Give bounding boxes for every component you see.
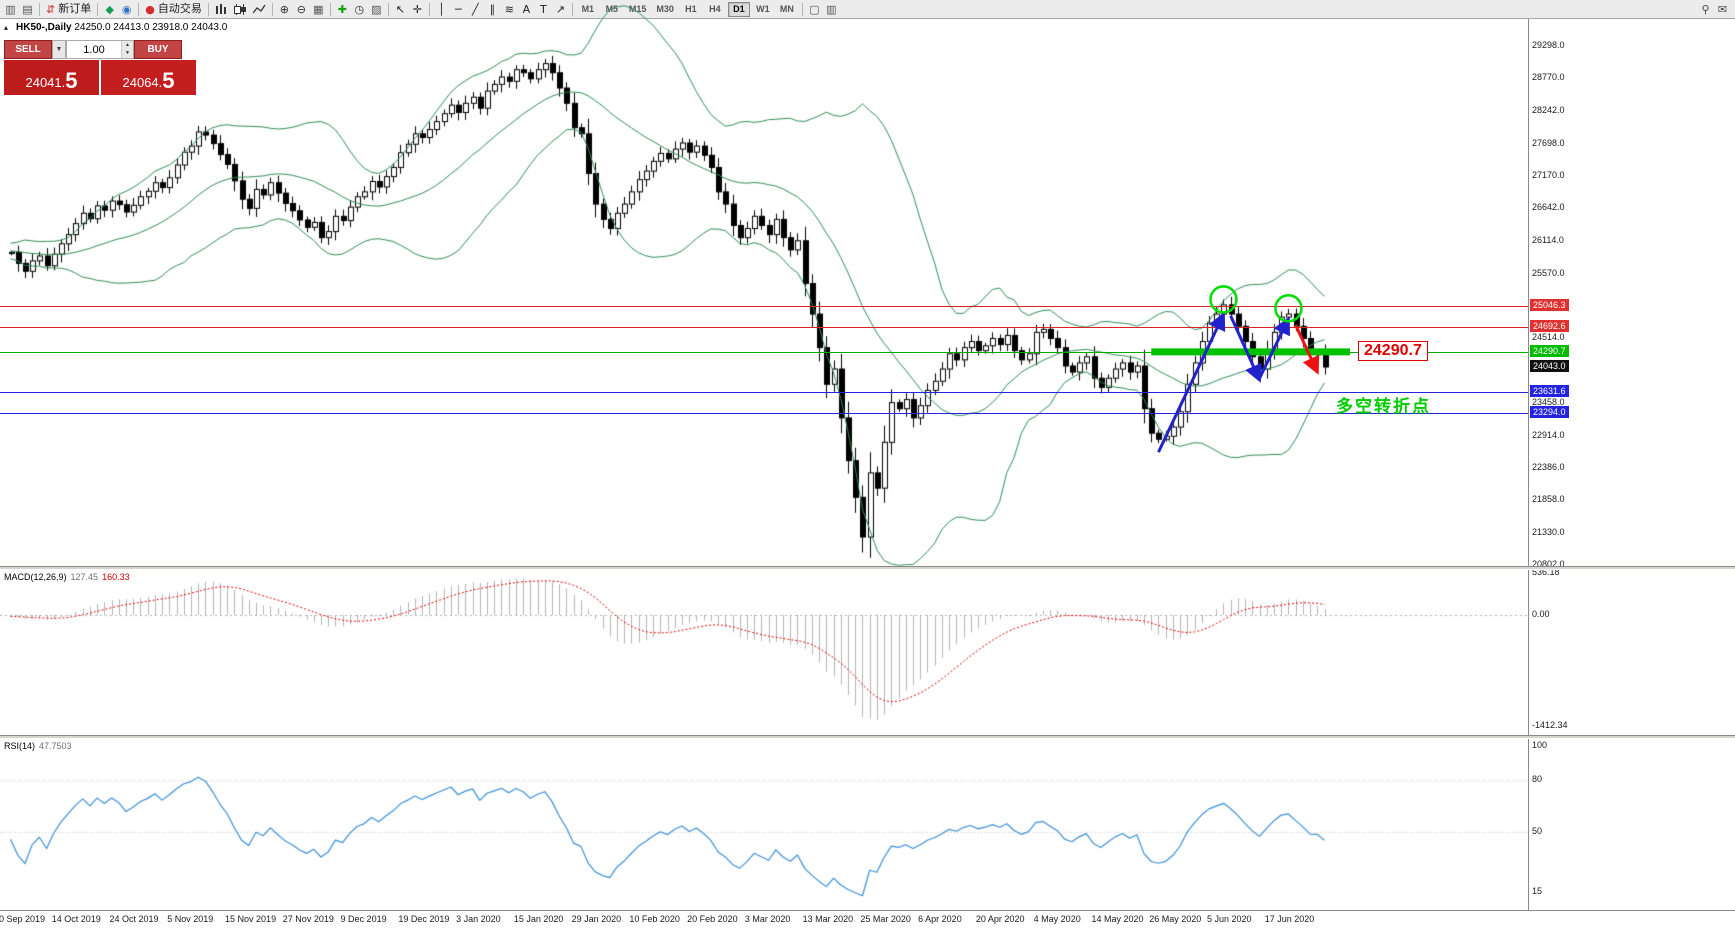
- panel-separator[interactable]: [0, 566, 1735, 570]
- date-axis-label: 3 Mar 2020: [744, 914, 791, 924]
- rsi-label: RSI(14) 47.7503: [4, 741, 72, 751]
- rsi-axis-label: 100: [1532, 740, 1548, 750]
- price-axis-tag: 24290.7: [1530, 344, 1569, 357]
- date-axis-label: 27 Nov 2019: [282, 914, 334, 924]
- buy-price-small: 24064.: [122, 75, 163, 90]
- date-axis-label: 9 Dec 2019: [340, 914, 387, 924]
- rsi-axis-label: 15: [1532, 886, 1543, 897]
- volume-down-icon[interactable]: ▼: [122, 49, 133, 58]
- price-axis-tag: 24043.0: [1530, 360, 1569, 372]
- buy-price-big: 5: [162, 68, 175, 93]
- volume-dropdown-icon[interactable]: ▼: [52, 40, 66, 59]
- date-axis-label: 17 Jun 2020: [1264, 914, 1315, 924]
- date-axis-label: 20 Apr 2020: [975, 914, 1025, 924]
- chart-ohlc-label: 24250.0 24413.0 23918.0 24043.0: [74, 22, 228, 33]
- volume-up-icon[interactable]: ▲: [122, 41, 133, 50]
- pivot-line-24290[interactable]: [0, 352, 1528, 353]
- sell-price-small: 24041.: [25, 75, 66, 90]
- price-callout[interactable]: 24290.7: [1358, 341, 1428, 361]
- macd-axis-label: -1412.34: [1532, 720, 1568, 730]
- date-axis-label: 5 Nov 2019: [167, 914, 214, 924]
- date-axis-label: 14 Oct 2019: [51, 914, 101, 924]
- date-axis-label: 25 Mar 2020: [860, 914, 911, 924]
- price-axis-label: 29298.0: [1532, 40, 1565, 50]
- price-axis-label: 24514.0: [1532, 332, 1565, 343]
- rsi-axis-label: 80: [1532, 774, 1543, 785]
- date-axis-label: 5 Jun 2020: [1206, 914, 1252, 924]
- price-axis-label: 26642.0: [1532, 202, 1565, 213]
- chart-symbol-label: HK50-,Daily: [16, 22, 72, 33]
- price-axis-label: 28770.0: [1532, 72, 1565, 83]
- date-axis-label: 15 Jan 2020: [513, 914, 564, 924]
- date-axis-label: 30 Sep 2019: [0, 914, 46, 924]
- price-axis-tag: 23294.0: [1530, 405, 1569, 418]
- price-axis-tag: 25046.3: [1530, 298, 1569, 311]
- price-axis-tag: 23631.6: [1530, 385, 1569, 398]
- price-axis-label: 27698.0: [1532, 137, 1565, 148]
- date-axis-label: 29 Jan 2020: [571, 914, 622, 924]
- price-axis-label: 21330.0: [1532, 526, 1565, 537]
- support-line-23294[interactable]: [0, 413, 1528, 414]
- macd-axis-label: 536.18: [1532, 566, 1560, 577]
- one-click-collapse-icon[interactable]: ▴: [4, 23, 9, 32]
- date-axis-label: 14 May 2020: [1091, 914, 1144, 924]
- sell-button[interactable]: SELL: [4, 40, 52, 59]
- buy-price[interactable]: 24064. 5: [101, 60, 196, 95]
- sell-price[interactable]: 24041. 5: [4, 60, 99, 95]
- volume-input[interactable]: [67, 41, 121, 58]
- date-axis-label: 4 May 2020: [1033, 914, 1081, 924]
- volume-stepper: ▲ ▼: [121, 41, 133, 58]
- macd-main-value: 127.45: [70, 572, 99, 582]
- price-axis-label: 22386.0: [1532, 462, 1565, 473]
- chart-title: HK50-,Daily 24250.0 24413.0 23918.0 2404…: [16, 22, 227, 33]
- macd-label: MACD(12,26,9) 127.45 160.33: [4, 572, 130, 582]
- price-axis-label: 20802.0: [1532, 559, 1565, 569]
- resistance-line-24692[interactable]: [0, 327, 1528, 328]
- price-axis-tag: 24692.6: [1530, 320, 1569, 333]
- price-axis-border: [1528, 19, 1529, 911]
- one-click-trading-widget: SELL ▼ ▲ ▼ BUY 24041. 5 24064. 5: [4, 40, 200, 95]
- price-axis-label: 28242.0: [1532, 104, 1565, 115]
- price-axis-label: 22914.0: [1532, 429, 1565, 440]
- date-axis-label: 26 May 2020: [1149, 914, 1202, 924]
- date-axis-label: 24 Oct 2019: [109, 914, 159, 924]
- volume-field: ▲ ▼: [66, 40, 134, 59]
- macd-axis-label: 0.00: [1532, 609, 1550, 619]
- date-axis-label: 10 Feb 2020: [629, 914, 680, 924]
- price-axis-label: 26114.0: [1532, 234, 1564, 245]
- macd-signal-value: 160.33: [102, 572, 130, 582]
- sell-price-big: 5: [65, 68, 78, 93]
- date-axis-label: 15 Nov 2019: [225, 914, 277, 924]
- price-axis-label: 21858.0: [1532, 494, 1565, 505]
- resistance-line-25046[interactable]: [0, 306, 1528, 307]
- price-axis-label: 27170.0: [1532, 169, 1565, 180]
- buy-button[interactable]: BUY: [134, 40, 182, 59]
- date-axis-label: 20 Feb 2020: [687, 914, 738, 924]
- rsi-axis-label: 50: [1532, 825, 1543, 836]
- date-axis-border: [0, 910, 1735, 911]
- date-axis-label: 6 Apr 2020: [918, 914, 962, 924]
- turning-point-text[interactable]: 多空转折点: [1336, 397, 1431, 416]
- support-line-23631[interactable]: [0, 392, 1528, 393]
- price-axis-label: 25570.0: [1532, 267, 1565, 278]
- rsi-value: 47.7503: [39, 741, 72, 751]
- date-axis-label: 19 Dec 2019: [398, 914, 450, 924]
- panel-separator[interactable]: [0, 735, 1735, 739]
- date-axis-label: 3 Jan 2020: [456, 914, 501, 924]
- price-axis-label: 23458.0: [1532, 396, 1565, 407]
- date-axis-label: 13 Mar 2020: [802, 914, 854, 924]
